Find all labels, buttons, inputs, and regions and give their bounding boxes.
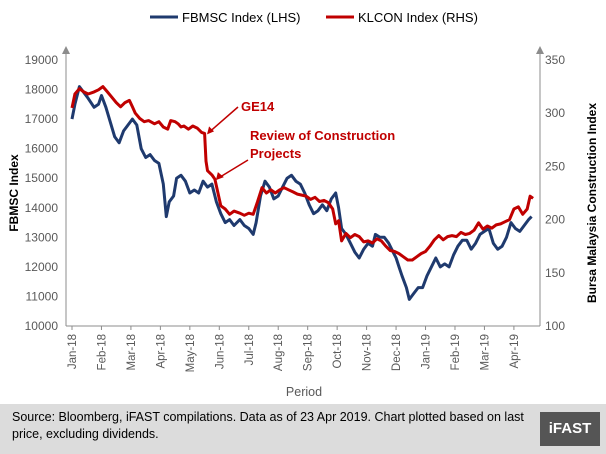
series-line-fbmsc (70, 85, 533, 301)
x-tick-label: Jan-19 (421, 334, 433, 369)
x-tick-label: Apr-19 (509, 334, 521, 369)
x-tick-label: Jan-18 (67, 334, 79, 369)
x-tick-label: Mar-18 (126, 334, 138, 370)
ge14-arrow-head (207, 126, 215, 135)
x-tick-label: Jul-18 (244, 334, 256, 365)
y-left-tick-label: 17000 (25, 112, 59, 126)
y-left-tick-label: 15000 (25, 171, 59, 185)
legend-label: FBMSC Index (LHS) (182, 10, 300, 25)
y-right-axis-title: Bursa Malaysia Construction Index (585, 103, 599, 303)
y-right-tick-label: 150 (545, 266, 565, 280)
y-left-tick-label: 12000 (25, 260, 59, 274)
review-label-line2: Projects (250, 146, 301, 161)
x-tick-label: Aug-18 (273, 334, 285, 371)
x-tick-label: May-18 (185, 334, 197, 372)
x-axis-title: Period (286, 385, 322, 399)
chart: 10000 11000 12000 13000 14000 15000 16000 17000… (7, 10, 599, 399)
y-right-tick-label: 250 (545, 159, 565, 173)
x-tick-label: Oct-18 (332, 334, 344, 369)
y-left-tick-label: 14000 (25, 201, 59, 215)
source-footer: Source: Bloomberg, iFAST compilations. D… (0, 404, 606, 454)
y-left-tick-label: 10000 (25, 319, 59, 333)
left-axis-arrow (62, 46, 70, 54)
y-right-tick-label: 100 (545, 319, 565, 333)
x-tick-label: Mar-19 (479, 334, 491, 370)
source-note: Source: Bloomberg, iFAST compilations. D… (12, 410, 524, 441)
x-tick-label: Nov-18 (362, 334, 374, 371)
y-right-tick-label: 300 (545, 106, 565, 120)
review-arrow-head (215, 172, 224, 181)
series-line-klcon (70, 85, 534, 262)
y-left-tick-label: 11000 (26, 289, 59, 303)
x-tick-label: Feb-18 (96, 334, 108, 370)
y-left-tick-label: 18000 (25, 83, 59, 97)
ge14-arrow-line (209, 106, 239, 132)
y-left-tick-label: 19000 (25, 53, 59, 67)
right-axis-arrow (536, 46, 544, 54)
y-right-tick-label: 200 (545, 213, 565, 227)
y-left-tick-label: 13000 (25, 230, 59, 244)
x-tick-label: Jun-18 (214, 334, 226, 369)
x-tick-label: Dec-18 (391, 334, 403, 371)
y-left-tick-label: 16000 (25, 142, 59, 156)
y-left-axis-title: FBMSC Index (7, 154, 21, 232)
x-tick-label: Apr-18 (155, 334, 167, 369)
x-tick-label: Sep-18 (303, 334, 315, 371)
legend-label: KLCON Index (RHS) (358, 10, 478, 25)
ge14-label: GE14 (241, 99, 275, 114)
ifast-logo: iFAST (540, 412, 600, 446)
review-arrow-line (219, 159, 249, 178)
review-label-line1: Review of Construction (250, 128, 395, 143)
y-right-tick-label: 350 (545, 53, 565, 67)
x-tick-label: Feb-19 (450, 334, 462, 370)
